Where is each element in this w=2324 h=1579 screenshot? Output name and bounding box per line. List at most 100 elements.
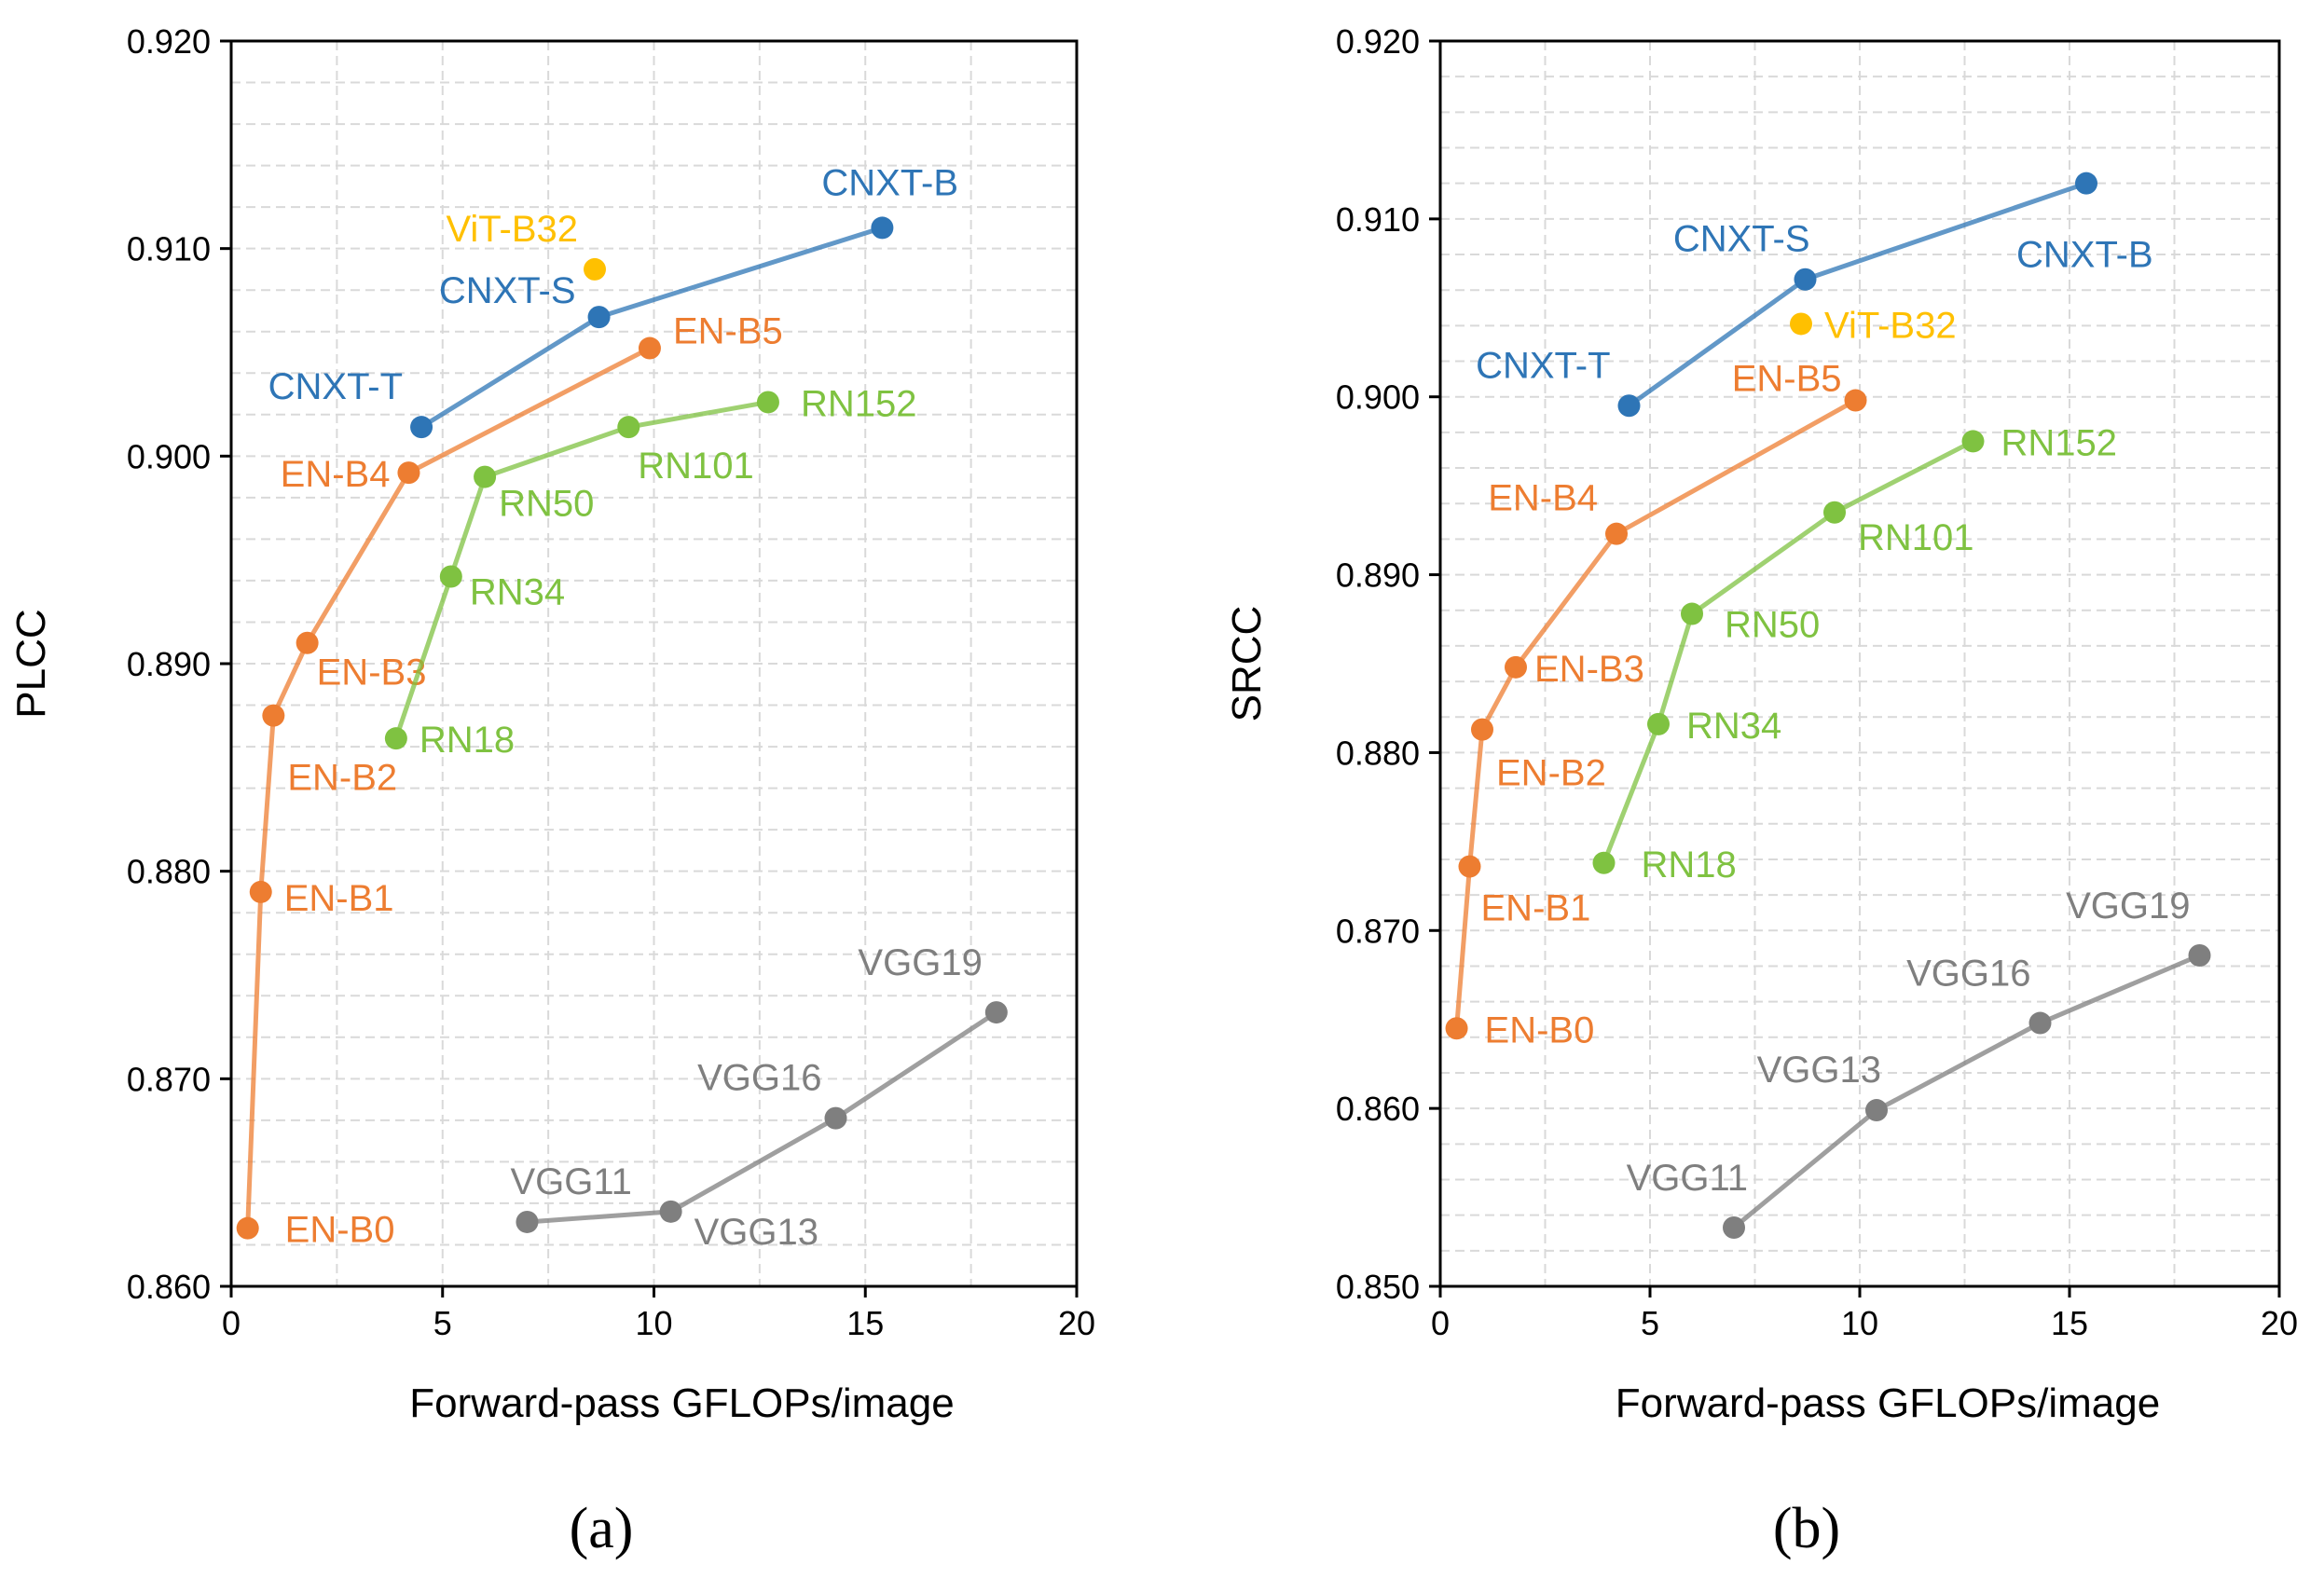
data-label-cnxt-b-b: CNXT-B: [2016, 235, 2153, 276]
data-point-vgg19-b: [2188, 944, 2211, 968]
data-point-vgg16-b: [2028, 1011, 2052, 1035]
data-label-cnxt-b-a: CNXT-B: [821, 162, 958, 203]
data-label-rn101-b: RN101: [1858, 517, 1974, 558]
data-label-cnxt-s-b: CNXT-S: [1673, 219, 1810, 260]
y-tick-label-a: 0.880: [127, 853, 211, 891]
data-label-en-b4-a: EN-B4: [281, 454, 391, 495]
y-axis-title-a: PLCC: [8, 609, 54, 718]
data-label-cnxt-s-a: CNXT-S: [439, 270, 576, 311]
data-label-vgg16-a: VGG16: [697, 1058, 821, 1099]
data-point-en-b0-a: [236, 1216, 259, 1240]
y-tick-label-b: 0.880: [1336, 734, 1420, 772]
data-point-en-b5-a: [638, 336, 661, 360]
data-point-en-b0-b: [1445, 1017, 1468, 1040]
data-label-en-b2-a: EN-B2: [287, 758, 397, 799]
data-point-en-b4-a: [397, 461, 420, 485]
data-label-rn18-b: RN18: [1642, 844, 1737, 886]
data-label-vgg19-b: VGG19: [2066, 886, 2190, 927]
data-point-en-b2-a: [262, 704, 285, 727]
data-label-en-b0-b: EN-B0: [1485, 1009, 1595, 1050]
series-line-vgg-b: [1732, 953, 2201, 1229]
data-point-cnxt-t-a: [410, 416, 433, 439]
data-label-vit-b32-b: ViT-B32: [1824, 305, 1957, 346]
y-tick-label-b: 0.870: [1336, 912, 1420, 950]
data-point-vgg19-a: [984, 1001, 1008, 1024]
data-label-vgg19-a: VGG19: [858, 942, 982, 983]
data-point-en-b1-b: [1458, 855, 1481, 878]
y-tick-label-b: 0.920: [1336, 22, 1420, 61]
data-point-vgg11-a: [516, 1210, 539, 1233]
data-point-vgg11-b: [1723, 1216, 1745, 1240]
data-label-vit-b32-a: ViT-B32: [446, 209, 578, 250]
series-line-rn-b: [1602, 439, 1974, 864]
data-point-vit-b32-a: [584, 257, 607, 281]
x-tick-label-b: 20: [2261, 1304, 2298, 1342]
data-point-rn152-b: [1961, 430, 1985, 453]
data-label-en-b0-a: EN-B0: [285, 1210, 395, 1251]
series-line-cnxt-b: [1628, 181, 2087, 408]
data-label-en-b5-a: EN-B5: [673, 311, 783, 352]
y-axis-title-b: SRCC: [1224, 606, 1270, 722]
data-point-rn152-a: [756, 391, 779, 414]
y-tick-label-a: 0.900: [127, 437, 211, 475]
x-tick-label-b: 0: [1431, 1304, 1450, 1342]
data-label-vgg11-a: VGG11: [510, 1161, 631, 1202]
data-label-cnxt-t-a: CNXT-T: [268, 366, 403, 407]
data-point-en-b2-b: [1471, 718, 1493, 741]
data-point-en-b3-a: [296, 631, 319, 654]
data-label-en-b1-a: EN-B1: [284, 878, 394, 919]
y-tick-label-b: 0.850: [1336, 1268, 1420, 1306]
data-point-en-b5-b: [1844, 389, 1867, 412]
data-label-vgg11-b: VGG11: [1627, 1158, 1748, 1199]
data-point-vit-b32-b: [1790, 312, 1812, 336]
data-point-vgg13-b: [1865, 1099, 1888, 1122]
data-label-rn18-a: RN18: [419, 720, 515, 761]
data-label-en-b4-b: EN-B4: [1488, 478, 1598, 519]
data-label-rn101-a: RN101: [638, 446, 754, 487]
data-label-en-b1-b: EN-B1: [1481, 888, 1591, 929]
data-point-rn34-b: [1647, 712, 1670, 735]
data-label-rn152-b: RN152: [2001, 422, 2118, 463]
x-tick-label-a: 10: [635, 1304, 672, 1342]
data-point-vgg13-a: [659, 1200, 682, 1223]
x-tick-label-b: 15: [2051, 1304, 2088, 1342]
series-line-en-b: [1454, 398, 1857, 1029]
data-point-rn50-b: [1681, 602, 1703, 625]
x-tick-label-a: 20: [1058, 1304, 1095, 1342]
data-label-rn50-a: RN50: [499, 484, 594, 525]
data-label-en-b3-a: EN-B3: [317, 652, 427, 693]
x-axis-title-b: Forward-pass GFLOPs/image: [1616, 1380, 2160, 1426]
data-point-vgg16-a: [824, 1106, 847, 1130]
data-point-en-b3-b: [1505, 655, 1527, 679]
data-label-rn152-a: RN152: [801, 383, 917, 424]
data-label-vgg13-b: VGG13: [1757, 1050, 1881, 1091]
data-label-vgg13-a: VGG13: [694, 1212, 818, 1253]
panel-caption-a: (a): [570, 1497, 634, 1560]
data-point-cnxt-s-a: [587, 306, 611, 329]
y-tick-label-a: 0.860: [127, 1268, 211, 1306]
data-label-rn50-b: RN50: [1725, 605, 1820, 646]
data-point-en-b1-a: [249, 880, 272, 903]
y-tick-label-a: 0.870: [127, 1060, 211, 1098]
data-point-rn18-a: [384, 727, 407, 750]
data-label-en-b5-b: EN-B5: [1732, 359, 1842, 400]
y-tick-label-a: 0.920: [127, 22, 211, 61]
data-label-rn34-b: RN34: [1686, 706, 1781, 747]
y-tick-label-a: 0.890: [127, 645, 211, 683]
data-point-en-b4-b: [1605, 522, 1628, 545]
y-tick-label-b: 0.910: [1336, 200, 1420, 239]
y-tick-label-b: 0.900: [1336, 378, 1420, 417]
data-label-en-b3-b: EN-B3: [1534, 649, 1644, 690]
data-point-rn18-b: [1592, 851, 1616, 874]
data-point-cnxt-t-b: [1617, 394, 1641, 418]
x-tick-label-b: 10: [1841, 1304, 1878, 1342]
x-tick-label-a: 15: [846, 1304, 884, 1342]
x-tick-label-a: 5: [433, 1304, 452, 1342]
x-axis-title-a: Forward-pass GFLOPs/image: [409, 1380, 954, 1426]
data-point-rn101-a: [617, 416, 640, 439]
data-point-cnxt-b-b: [2075, 172, 2097, 195]
x-tick-label-a: 0: [222, 1304, 241, 1342]
x-tick-label-b: 5: [1641, 1304, 1659, 1342]
